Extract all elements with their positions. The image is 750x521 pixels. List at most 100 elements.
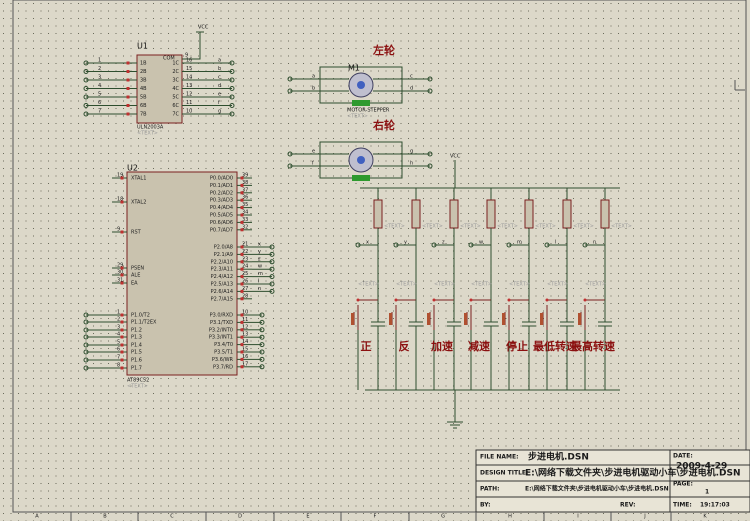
- terminal: [83, 334, 89, 340]
- pin-end: [240, 275, 244, 279]
- pin-name: P3.5/T1: [214, 350, 233, 356]
- pin-number: 5: [117, 340, 120, 346]
- pin-number: 15: [186, 66, 192, 72]
- pin-number: 2: [98, 66, 101, 72]
- wire: [182, 32, 201, 60]
- border-letter: D: [238, 514, 242, 520]
- key-label: 正: [361, 340, 372, 353]
- terminal: [287, 76, 293, 82]
- pin-number: 38: [242, 180, 248, 186]
- pin-name: XTAL1: [131, 176, 146, 182]
- pin-number: 16: [242, 354, 248, 360]
- pin-number: 9: [117, 227, 120, 233]
- key-text: <TEXT>: [471, 282, 492, 288]
- tb-value: 2009-4-29: [676, 462, 727, 472]
- border-letter: A: [35, 514, 39, 520]
- pin-name: P0.1/AD1: [210, 183, 233, 189]
- pin-end: [120, 281, 124, 285]
- resistor: [449, 199, 459, 229]
- pin-end: [240, 350, 244, 354]
- net-label: c: [218, 75, 221, 81]
- u1-part: ULN2003A: [137, 125, 164, 131]
- net-label: l: [555, 240, 556, 246]
- pin-name: P1.4: [131, 343, 142, 349]
- pin-number: 31: [117, 278, 123, 284]
- capacitor: [484, 300, 498, 390]
- tb-value: E:\网络下载文件夹\步进电机驱动小车\步进电机.DSN: [525, 467, 741, 479]
- pin-end: [240, 289, 244, 293]
- resistor-text: <TEXT>: [611, 224, 632, 230]
- motor-rotor: [357, 81, 365, 89]
- net-label: h: [410, 161, 413, 167]
- net-label: a: [218, 58, 221, 64]
- pin-name: P3.2/INT0: [209, 327, 233, 333]
- key-label: 反: [399, 339, 410, 353]
- pin-end: [120, 176, 124, 180]
- terminal: [427, 163, 433, 169]
- pin-name: PSEN: [131, 266, 144, 272]
- terminal: [229, 111, 235, 117]
- pin-name: 6B: [140, 103, 147, 109]
- pin-number: 3: [98, 75, 101, 81]
- pin-number: 2: [117, 317, 120, 323]
- key-label: 最高转速: [571, 339, 615, 353]
- u2-text: <TEXT>: [127, 384, 148, 390]
- switch-cap: [427, 313, 430, 325]
- pin-number: 24: [242, 264, 248, 270]
- terminal: [83, 86, 89, 91]
- terminal: [287, 151, 293, 157]
- pin-name: P2.4/A12: [211, 274, 233, 280]
- border-letter: F: [374, 514, 377, 520]
- ground: [447, 421, 463, 429]
- pin-name: P1.5: [131, 350, 142, 356]
- pin-end: [120, 350, 124, 354]
- pin-number: 27: [242, 286, 248, 292]
- pin-number: 16: [186, 58, 192, 64]
- tb-label: DATE:: [673, 453, 693, 460]
- pin-name: P0.6/AD6: [210, 220, 233, 226]
- terminal: [355, 242, 361, 248]
- terminal: [269, 281, 275, 287]
- pin-name: P0.4/AD4: [210, 205, 233, 211]
- pin-end: [240, 260, 244, 264]
- u2-ref: U2: [127, 164, 138, 173]
- pin-number: 13: [242, 332, 248, 338]
- terminal: [83, 77, 89, 83]
- pin-end: [120, 266, 124, 270]
- pin-end: [240, 252, 244, 256]
- pin-name: P1.7: [131, 366, 142, 372]
- pin-name: P3.4/T0: [214, 342, 233, 348]
- pin-name: 1C: [172, 61, 179, 67]
- motor-base: [352, 175, 370, 181]
- key-label: 最低转速: [533, 339, 577, 353]
- u1-body: [136, 54, 183, 124]
- pin-name: ALE: [131, 273, 140, 279]
- terminal: [544, 242, 550, 248]
- u1-com: COM: [163, 56, 175, 62]
- terminal: [229, 60, 235, 66]
- pin-number: 25: [242, 271, 248, 277]
- terminal: [269, 266, 275, 272]
- tb-label: BY:: [480, 502, 490, 509]
- terminal: [427, 76, 433, 82]
- resistor: [373, 199, 383, 229]
- pin-number: 37: [242, 187, 248, 193]
- vcc-label: VCC: [198, 25, 209, 31]
- pin-end: [120, 200, 124, 204]
- pin-number: 17: [242, 361, 248, 367]
- pin-name: P1.0/T2: [131, 313, 150, 319]
- net-label: l: [258, 279, 259, 285]
- capacitor: [371, 300, 385, 390]
- net-label: c: [410, 74, 413, 80]
- key-text: <TEXT>: [396, 282, 417, 288]
- pin-number: 13: [186, 83, 192, 89]
- pin-number: 32: [242, 224, 248, 230]
- motor-base: [352, 100, 370, 106]
- tb-label: FILE NAME:: [480, 454, 518, 461]
- pin-name: P0.7/AD7: [210, 227, 233, 233]
- pin-name: 4C: [172, 86, 179, 92]
- capacitor: [522, 300, 536, 390]
- resistor-text: <TEXT>: [422, 224, 443, 230]
- motor-part: MOTOR-STEPPER: [347, 108, 390, 114]
